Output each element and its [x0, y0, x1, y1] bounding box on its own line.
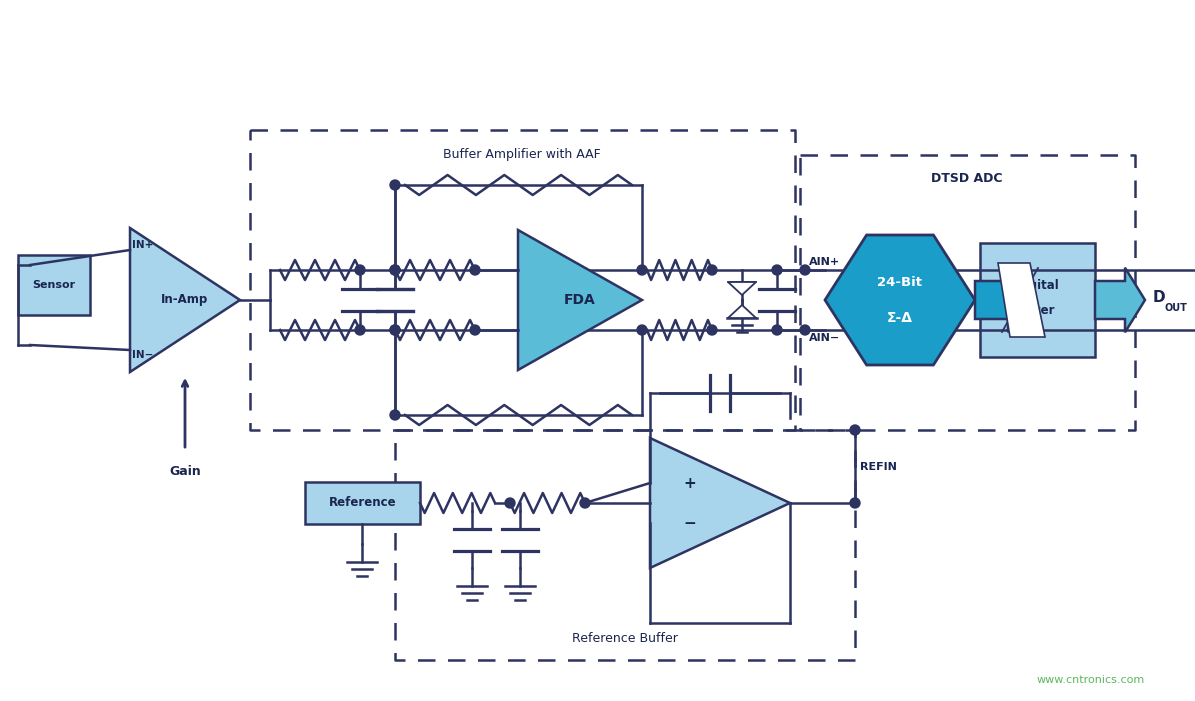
Circle shape	[355, 325, 364, 335]
Text: Filter: Filter	[1019, 304, 1055, 316]
Text: Sensor: Sensor	[32, 280, 75, 290]
Circle shape	[470, 265, 480, 275]
Text: AIN+: AIN+	[809, 257, 840, 267]
Text: IN+: IN+	[131, 240, 153, 250]
Circle shape	[470, 325, 480, 335]
Circle shape	[390, 325, 400, 335]
Text: Digital: Digital	[1016, 280, 1060, 292]
Circle shape	[772, 265, 782, 275]
Text: −: −	[684, 515, 697, 531]
Circle shape	[637, 325, 646, 335]
Bar	[18, 255, 90, 315]
Text: Gain: Gain	[170, 465, 201, 478]
Circle shape	[850, 498, 860, 508]
Circle shape	[390, 265, 400, 275]
Polygon shape	[975, 268, 1030, 332]
Circle shape	[390, 410, 400, 420]
Circle shape	[799, 325, 810, 335]
Circle shape	[390, 180, 400, 190]
Circle shape	[799, 265, 810, 275]
Circle shape	[355, 265, 364, 275]
Circle shape	[390, 265, 400, 275]
Text: Buffer Amplifier with AAF: Buffer Amplifier with AAF	[443, 148, 601, 161]
Polygon shape	[650, 438, 790, 568]
Bar	[305, 482, 419, 524]
Circle shape	[772, 325, 782, 335]
Bar	[980, 243, 1095, 357]
Polygon shape	[1095, 268, 1145, 332]
Text: D: D	[1153, 290, 1165, 306]
Text: Reference: Reference	[329, 496, 397, 510]
Text: Σ-Δ: Σ-Δ	[887, 311, 913, 325]
Text: +: +	[684, 475, 697, 491]
Text: In-Amp: In-Amp	[161, 294, 209, 306]
Circle shape	[850, 425, 860, 435]
Circle shape	[707, 265, 717, 275]
Text: 24-Bit: 24-Bit	[877, 275, 923, 289]
Polygon shape	[728, 282, 756, 295]
Polygon shape	[825, 235, 975, 365]
Circle shape	[707, 325, 717, 335]
Text: DTSD ADC: DTSD ADC	[931, 172, 1003, 185]
Polygon shape	[130, 228, 240, 372]
Text: REFIN: REFIN	[860, 462, 897, 472]
Circle shape	[505, 498, 515, 508]
Text: FDA: FDA	[564, 293, 596, 307]
Circle shape	[637, 265, 646, 275]
Text: Reference Buffer: Reference Buffer	[572, 632, 678, 645]
Polygon shape	[728, 305, 756, 318]
Circle shape	[580, 498, 590, 508]
Text: www.cntronics.com: www.cntronics.com	[1037, 675, 1145, 685]
Text: OUT: OUT	[1165, 303, 1188, 313]
Polygon shape	[517, 230, 642, 370]
Circle shape	[390, 325, 400, 335]
Text: IN−: IN−	[131, 350, 153, 360]
Polygon shape	[998, 263, 1044, 337]
Text: AIN−: AIN−	[809, 333, 840, 343]
